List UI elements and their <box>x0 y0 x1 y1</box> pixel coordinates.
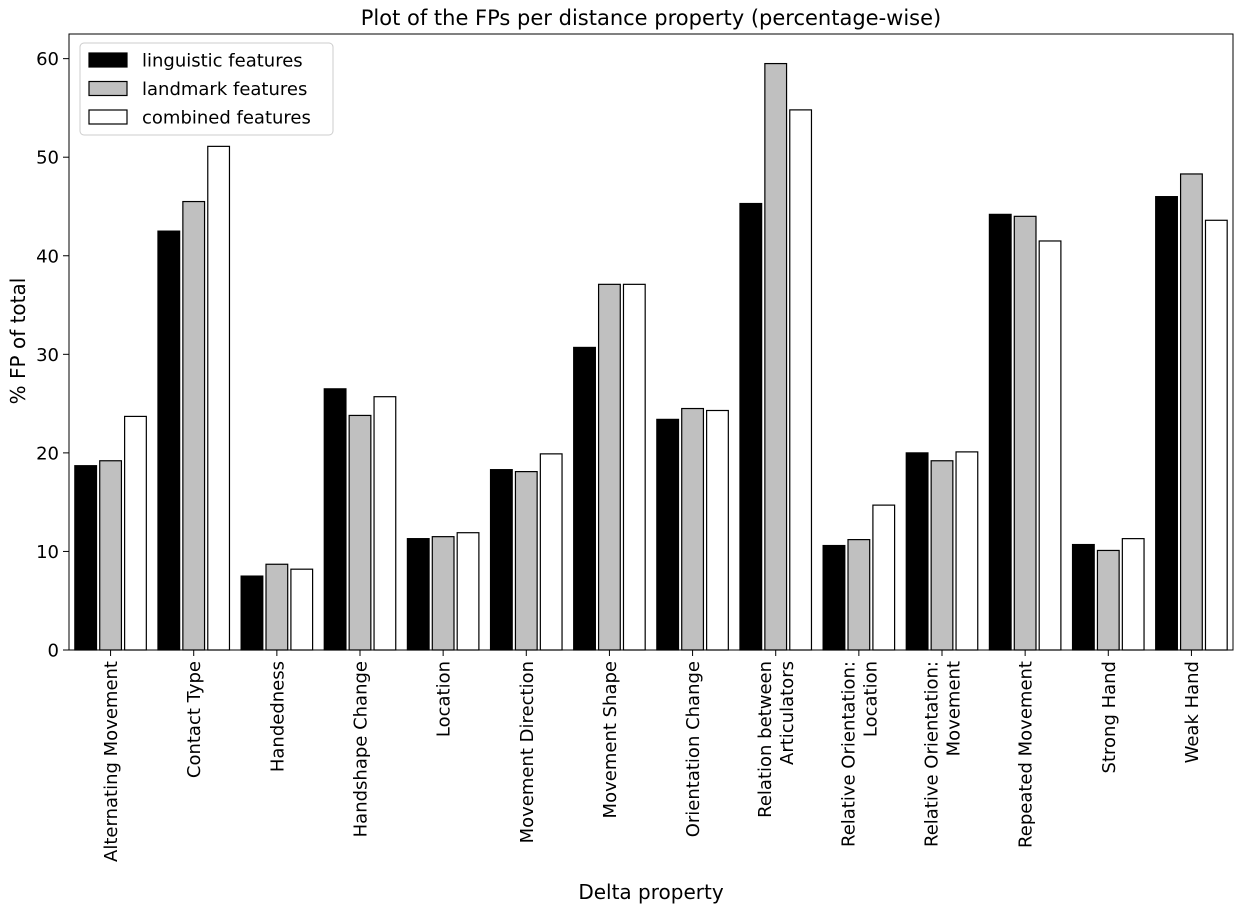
bar-3-3 <box>290 568 314 651</box>
x-tick-label-line: Relative Orientation: <box>922 661 943 847</box>
x-tick-label-14: Weak Hand <box>1182 661 1203 763</box>
legend-swatch-1 <box>88 52 128 68</box>
bar-1-9 <box>739 202 763 651</box>
x-tick-label-2: Contact Type <box>184 661 205 778</box>
y-tick-label: 20 <box>36 443 59 464</box>
bar-2-5 <box>431 536 455 651</box>
bar-1-4 <box>323 388 347 651</box>
bar-2-11 <box>930 460 954 651</box>
bar-1-7 <box>573 346 596 651</box>
bar-3-8 <box>706 409 729 651</box>
bar-1-1 <box>74 465 98 651</box>
x-tick-label-11: Relative Orientation: Movement <box>922 661 965 847</box>
bar-1-11 <box>905 452 929 651</box>
x-tick-label-line: Movement Direction <box>517 661 538 843</box>
x-tick-label-10: Relative Orientation: Location <box>838 661 881 847</box>
x-tick-label-line: Strong Hand <box>1099 661 1120 773</box>
legend-label-1: linguistic features <box>142 51 303 72</box>
legend-label-2: landmark features <box>142 79 307 100</box>
bars-layer <box>74 62 1228 651</box>
bar-3-5 <box>456 532 480 651</box>
bar-2-8 <box>681 407 705 651</box>
x-tick-label-line: Location <box>860 661 881 737</box>
bar-2-4 <box>348 414 372 651</box>
x-tick-label-12: Repeated Movement <box>1016 661 1037 848</box>
x-tick-label-5: Location <box>434 661 455 737</box>
bar-1-2 <box>157 230 181 651</box>
bar-2-13 <box>1096 549 1120 651</box>
bar-1-3 <box>240 575 264 651</box>
x-tick-label-1: Alternating Movement <box>101 661 122 862</box>
x-tick-label-6: Movement Direction <box>517 661 538 843</box>
x-tick-label-line: Contact Type <box>184 661 205 778</box>
legend-box <box>79 42 334 136</box>
x-tick-label-7: Movement Shape <box>600 661 621 818</box>
x-tick-label-13: Strong Hand <box>1099 661 1120 773</box>
x-tick-label-line: Location <box>434 661 455 737</box>
bar-3-13 <box>1121 538 1145 651</box>
bar-3-4 <box>373 396 397 651</box>
x-axis-label: Delta property <box>578 880 723 904</box>
bar-1-6 <box>489 469 513 651</box>
y-tick-label: 40 <box>36 246 59 267</box>
x-tick-label-4: Handshape Change <box>351 661 372 837</box>
bar-2-3 <box>265 563 289 651</box>
x-tick-label-8: Orientation Change <box>683 661 704 837</box>
bar-2-10 <box>847 539 871 651</box>
x-tick-label-3: Handedness <box>267 661 288 772</box>
x-tick-label-line: Handedness <box>267 661 288 772</box>
bar-3-7 <box>622 283 646 651</box>
bar-1-8 <box>656 418 680 651</box>
y-axis-label: % FP of total <box>6 278 30 405</box>
y-tick-label: 10 <box>36 542 59 563</box>
bar-3-12 <box>1038 240 1062 651</box>
bar-2-12 <box>1013 215 1037 651</box>
x-tick-label-line: Articulators <box>777 661 798 765</box>
legend-swatch-3 <box>88 109 128 125</box>
x-tick-label-line: Alternating Movement <box>101 661 122 862</box>
x-tick-label-line: Movement <box>944 661 965 756</box>
bar-2-14 <box>1179 173 1203 651</box>
bar-2-9 <box>764 62 788 651</box>
bar-1-14 <box>1155 196 1178 651</box>
bar-3-1 <box>124 415 147 651</box>
bar-2-7 <box>597 283 621 651</box>
x-tick-label-line: Movement Shape <box>600 661 621 818</box>
chart-title: Plot of the FPs per distance property (p… <box>361 6 941 30</box>
bar-3-9 <box>789 109 813 651</box>
legend-swatch-2 <box>88 80 128 97</box>
legend: linguistic features landmark features comb… <box>79 42 334 136</box>
y-tick-label: 60 <box>36 49 59 70</box>
bar-3-2 <box>207 145 231 651</box>
x-axis: Alternating Movement Contact Type Handedne… <box>101 650 1203 862</box>
bar-1-10 <box>822 544 846 651</box>
x-tick-label-line: Orientation Change <box>683 661 704 837</box>
bar-2-6 <box>514 471 538 651</box>
bar-3-11 <box>955 451 979 651</box>
bar-3-10 <box>872 504 896 651</box>
x-tick-label-line: Relation between <box>755 661 776 818</box>
y-tick-label: 50 <box>36 148 59 169</box>
bar-1-13 <box>1071 543 1095 651</box>
legend-label-3: combined features <box>142 108 311 129</box>
x-tick-label-line: Relative Orientation: <box>838 661 859 847</box>
x-tick-label-line: Handshape Change <box>351 661 372 837</box>
y-axis: 0 10 20 30 40 50 60 <box>36 49 69 662</box>
bar-3-6 <box>539 453 563 651</box>
x-tick-label-line: Repeated Movement <box>1016 661 1037 848</box>
y-tick-label: 0 <box>48 641 59 662</box>
bar-1-12 <box>988 213 1012 651</box>
x-tick-label-9: Relation between Articulators <box>755 661 798 818</box>
y-tick-label: 30 <box>36 345 59 366</box>
bar-3-14 <box>1204 219 1228 651</box>
plot-frame <box>68 33 1234 651</box>
bar-2-2 <box>182 200 206 651</box>
x-tick-label-line: Weak Hand <box>1182 661 1203 763</box>
bar-1-5 <box>406 538 430 651</box>
bar-2-1 <box>99 460 123 651</box>
